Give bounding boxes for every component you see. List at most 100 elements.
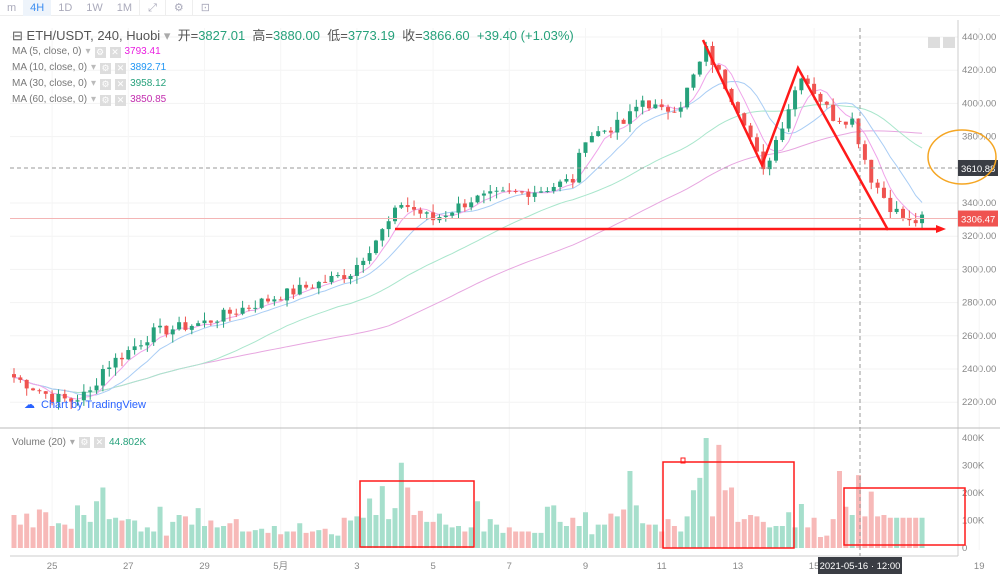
close-icon[interactable]: ✕: [115, 62, 127, 74]
close-icon[interactable]: ✕: [93, 437, 105, 448]
ma-label[interactable]: MA (60, close, 0): [12, 94, 88, 105]
volume-bar: [360, 517, 366, 548]
candle-body: [615, 119, 620, 133]
interval-minutes[interactable]: m: [7, 1, 17, 14]
candle-body: [685, 87, 690, 108]
ma-label[interactable]: MA (5, close, 0): [12, 46, 82, 57]
volume-bar: [760, 521, 766, 548]
candle-body: [793, 90, 798, 110]
candle-body: [234, 313, 239, 315]
candle-body: [494, 190, 499, 192]
candle-body: [399, 205, 404, 208]
volume-bar: [329, 534, 334, 548]
candle-body: [259, 298, 264, 308]
volume-bar: [798, 504, 804, 548]
candle-body: [837, 120, 842, 122]
volume-bar: [576, 526, 582, 548]
settings-icon[interactable]: ⚙: [94, 46, 106, 58]
settings-icon[interactable]: ⚙: [78, 437, 90, 448]
volume-label[interactable]: Volume (20): [12, 437, 66, 448]
tradingview-watermark[interactable]: ☁ Chart by TradingView: [24, 398, 146, 412]
volume-bar: [811, 517, 817, 548]
candle-body: [43, 391, 48, 394]
volume-bar: [265, 532, 271, 548]
ma-line: [13, 62, 923, 400]
volume-bar: [837, 471, 842, 548]
candle-body: [875, 182, 880, 188]
candle-body: [634, 106, 639, 112]
volume-bar: [563, 526, 569, 548]
symbol-title[interactable]: ETH/USDT, 240, Huobi: [26, 28, 161, 43]
candle-body: [100, 369, 105, 386]
ma-label[interactable]: MA (10, close, 0): [12, 62, 88, 73]
volume-bar: [614, 516, 620, 548]
interval-1w[interactable]: 1W: [86, 1, 103, 14]
candle-body: [183, 322, 188, 330]
candle-body: [513, 190, 518, 192]
candle-body: [348, 275, 353, 280]
close-icon[interactable]: ✕: [115, 78, 127, 90]
candle-body: [564, 178, 569, 182]
ma-label[interactable]: MA (30, close, 0): [12, 78, 88, 89]
candle-body: [278, 299, 283, 301]
volume-bar: [309, 531, 315, 548]
volume-bar: [906, 517, 912, 548]
ma-row: MA (5, close, 0) ▾ ⚙ ✕ 3793.41: [12, 44, 574, 60]
volume-bar: [703, 438, 709, 548]
close-value: 3866.60: [422, 28, 470, 43]
volume-bar: [570, 517, 576, 548]
crosshair-price-label-bg: [958, 159, 998, 176]
volume-bar: [436, 513, 442, 548]
candle-body: [627, 111, 632, 124]
settings-icon[interactable]: ⚙: [100, 62, 112, 74]
candle-body: [62, 393, 67, 399]
candle-body: [532, 192, 537, 197]
candle-body: [443, 215, 448, 217]
volume-bar: [690, 490, 696, 548]
candle-body: [608, 130, 613, 133]
volume-bar: [75, 505, 80, 548]
candle-body: [475, 195, 480, 203]
settings-icon[interactable]: ⚙: [164, 0, 192, 16]
volume-bar: [17, 524, 23, 548]
candle-body: [583, 142, 588, 153]
close-icon[interactable]: ✕: [115, 94, 127, 106]
candle-body: [907, 217, 912, 221]
screenshot-icon[interactable]: ⊡: [191, 0, 218, 16]
volume-bar: [475, 501, 481, 548]
interval-1d[interactable]: 1D: [58, 1, 73, 14]
volume-bar: [602, 524, 608, 548]
settings-icon[interactable]: ⚙: [100, 78, 112, 90]
low-value: 3773.19: [347, 28, 395, 43]
candle-body: [450, 212, 455, 216]
volume-bar: [646, 524, 652, 548]
candle-body: [158, 325, 163, 328]
ma-row: MA (10, close, 0) ▾ ⚙ ✕ 3892.71: [12, 60, 574, 76]
interval-4h[interactable]: 4H: [23, 0, 52, 16]
interval-1m[interactable]: 1M: [116, 1, 133, 14]
collapse-icon[interactable]: ⊟: [12, 28, 23, 43]
candle-body: [113, 357, 118, 368]
open-value: 3827.01: [198, 28, 246, 43]
candle-body: [12, 374, 16, 378]
candle-body: [780, 128, 785, 140]
settings-icon[interactable]: ⚙: [100, 94, 112, 106]
high-value: 3880.00: [273, 28, 321, 43]
volume-bar: [398, 462, 404, 548]
volume-bar: [887, 517, 893, 548]
volume-bar: [49, 526, 55, 548]
x-tick-label: 3: [354, 561, 359, 572]
volume-bar: [195, 508, 201, 548]
candle-body: [488, 191, 493, 194]
close-icon[interactable]: ✕: [109, 46, 121, 58]
candle-body: [393, 207, 397, 222]
volume-bar: [176, 515, 182, 548]
candle-body: [570, 178, 575, 183]
indicators-icon[interactable]: ⤢: [139, 0, 165, 16]
ma-line: [13, 130, 923, 393]
volume-bar: [595, 524, 601, 548]
candle-body: [901, 208, 905, 218]
volume-bar: [443, 524, 449, 548]
last-price-label: 3306.47: [961, 215, 995, 226]
